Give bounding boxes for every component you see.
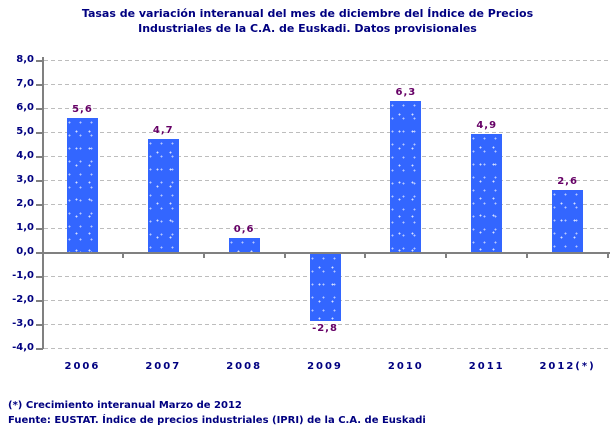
bar-value-label: 2,6 [557, 175, 578, 187]
gridline [44, 132, 608, 133]
bar-value-label: 5,6 [72, 103, 93, 115]
gridline [44, 60, 608, 61]
bar-value-label: 4,7 [152, 125, 174, 137]
bar-value-label: -2,8 [312, 323, 338, 335]
bar-value-label: 0,6 [233, 223, 255, 235]
y-axis-tick [36, 252, 43, 254]
y-axis-tick [36, 108, 43, 110]
y-axis-tick-label: 7,0 [16, 78, 34, 89]
y-axis-tick [36, 276, 43, 278]
x-axis-label-2006: 2006 [64, 361, 101, 372]
x-axis-label-2007: 2007 [145, 361, 182, 372]
x-axis-tick [121, 254, 124, 258]
footnote-text: (*) Crecimiento interanual Marzo de 2012 [8, 400, 242, 411]
chart-footer: (*) Crecimiento interanual Marzo de 2012… [8, 398, 426, 428]
y-axis-tick-label: 5,0 [16, 126, 34, 137]
bar-2011 [471, 134, 503, 252]
gridline [44, 348, 608, 349]
chart-title-line-1: Tasas de variación interanual del mes de… [81, 7, 534, 20]
y-axis-tick-label: 6,0 [16, 102, 34, 113]
gridline [44, 84, 608, 85]
bar-2009 [309, 254, 341, 322]
y-axis-tick-label: -1,0 [12, 270, 34, 281]
x-axis-tick [364, 254, 367, 258]
bar-value-label: 6,3 [395, 86, 417, 98]
y-axis-tick-label: -2,0 [12, 294, 34, 305]
x-axis-tick [202, 254, 205, 258]
gridline [44, 108, 608, 109]
y-axis-tick [36, 348, 43, 350]
y-axis-tick-label: -4,0 [12, 342, 34, 353]
x-axis-tick [526, 254, 529, 258]
y-axis-tick [36, 324, 43, 326]
x-axis-label-2009: 2009 [307, 361, 343, 372]
y-axis-tick-label: 2,0 [16, 198, 34, 209]
source-text: Fuente: EUSTAT. Índice de precios indust… [8, 415, 426, 426]
x-axis-label-2010: 2010 [387, 361, 424, 372]
y-axis-tick [36, 180, 43, 182]
y-axis-tick [36, 228, 43, 230]
y-axis-tick [36, 204, 43, 206]
x-axis-zero-line [42, 252, 610, 254]
gridline [44, 156, 608, 157]
y-axis-tick-label: 8,0 [16, 54, 34, 65]
chart-title-line-2: Industriales de la C.A. de Euskadi. Dato… [138, 22, 477, 35]
bar-2006 [66, 117, 98, 252]
y-axis-tick [36, 60, 43, 62]
gridline [44, 204, 608, 205]
y-axis-tick [36, 132, 43, 134]
y-axis-tick [36, 156, 43, 158]
x-axis-tick [607, 254, 609, 258]
bar-2012(*) [552, 189, 584, 252]
chart-title: Tasas de variación interanual del mes de… [0, 6, 615, 36]
gridline [44, 228, 608, 229]
x-axis-label-2008: 2008 [226, 361, 263, 372]
x-axis-tick [283, 254, 286, 258]
x-axis-label-2011: 2011 [468, 361, 505, 372]
y-axis-line [42, 57, 44, 349]
y-axis-tick-label: -3,0 [12, 318, 34, 329]
y-axis-tick-label: 1,0 [16, 222, 34, 233]
bar-2007 [147, 139, 179, 252]
y-axis-tick-label: 3,0 [16, 174, 34, 185]
x-axis-label-2012(*): 2012(*) [539, 361, 596, 372]
x-axis-tick [445, 254, 448, 258]
bar-2008 [228, 237, 260, 252]
bar-value-label: 4,9 [476, 120, 498, 132]
bar-2010 [390, 100, 422, 252]
gridline [44, 180, 608, 181]
y-axis-tick [36, 84, 43, 86]
y-axis-tick-label: 4,0 [16, 150, 34, 161]
gridline [44, 324, 608, 325]
y-axis-tick-label: 0,0 [16, 246, 34, 257]
y-axis-tick [36, 300, 43, 302]
